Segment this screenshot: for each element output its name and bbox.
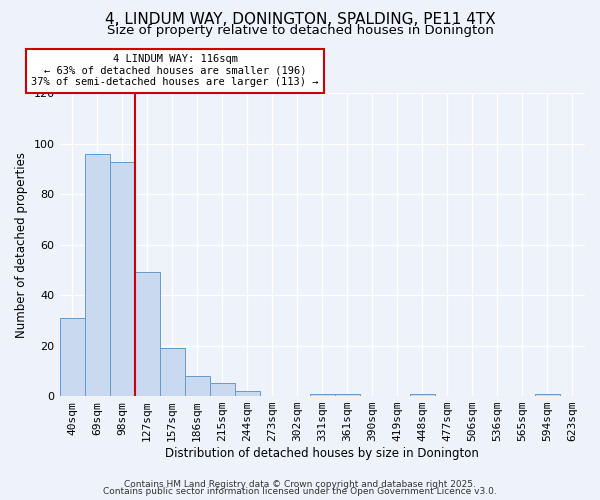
Bar xyxy=(160,348,185,396)
Bar xyxy=(335,394,360,396)
Bar xyxy=(209,384,235,396)
Bar xyxy=(410,394,435,396)
Bar xyxy=(85,154,110,396)
Text: Contains public sector information licensed under the Open Government Licence v3: Contains public sector information licen… xyxy=(103,487,497,496)
Bar xyxy=(310,394,335,396)
Bar xyxy=(59,318,85,396)
Bar xyxy=(235,391,260,396)
X-axis label: Distribution of detached houses by size in Donington: Distribution of detached houses by size … xyxy=(166,447,479,460)
Y-axis label: Number of detached properties: Number of detached properties xyxy=(15,152,28,338)
Bar xyxy=(535,394,560,396)
Bar xyxy=(110,162,134,396)
Text: Size of property relative to detached houses in Donington: Size of property relative to detached ho… xyxy=(107,24,493,37)
Bar xyxy=(134,272,160,396)
Bar xyxy=(185,376,209,396)
Text: Contains HM Land Registry data © Crown copyright and database right 2025.: Contains HM Land Registry data © Crown c… xyxy=(124,480,476,489)
Text: 4, LINDUM WAY, DONINGTON, SPALDING, PE11 4TX: 4, LINDUM WAY, DONINGTON, SPALDING, PE11… xyxy=(104,12,496,28)
Text: 4 LINDUM WAY: 116sqm
← 63% of detached houses are smaller (196)
37% of semi-deta: 4 LINDUM WAY: 116sqm ← 63% of detached h… xyxy=(31,54,319,88)
